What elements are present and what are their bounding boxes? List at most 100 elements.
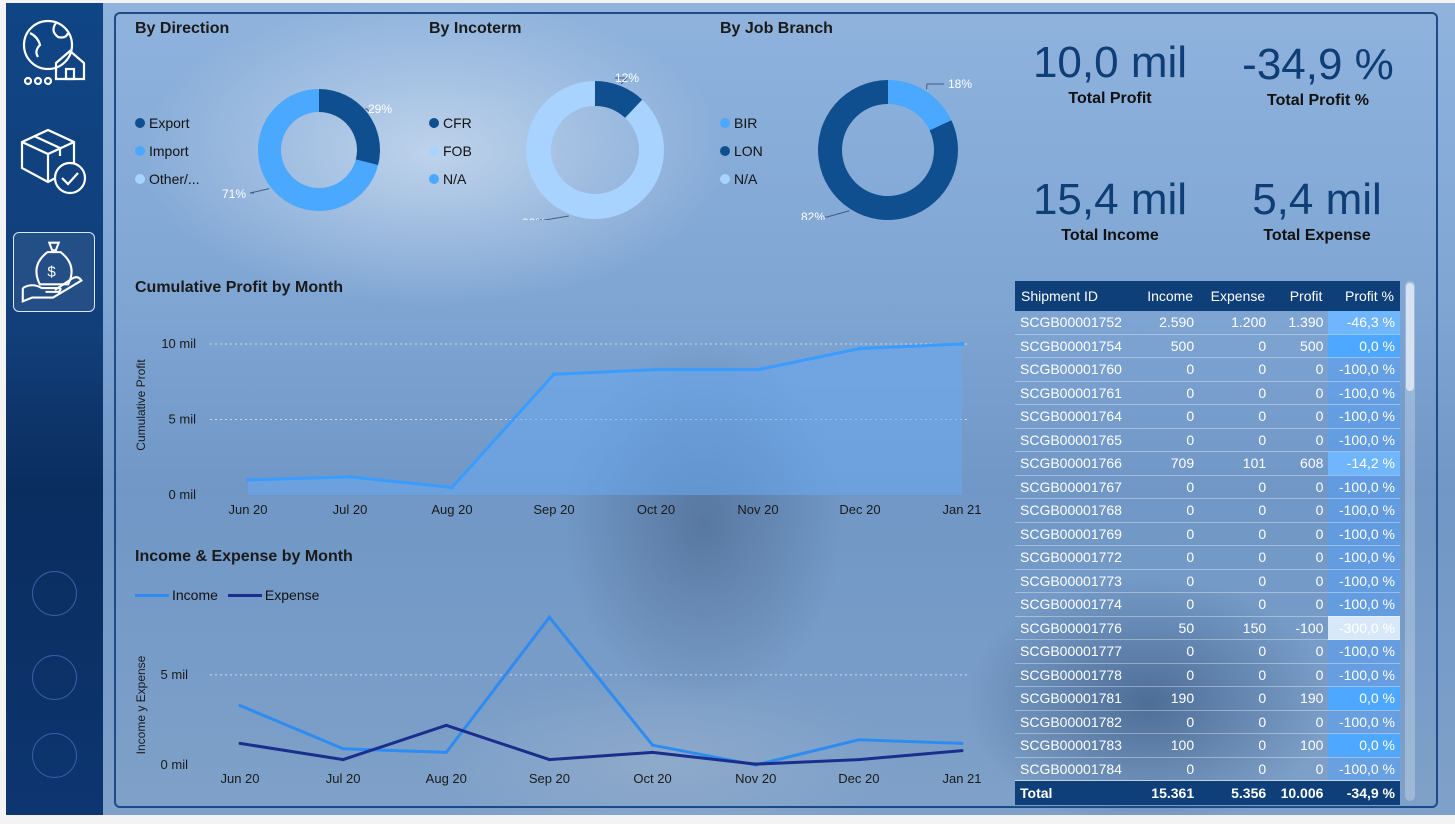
table-row[interactable]: SCGB00001782 0 0 0 -100,0 % [1015, 710, 1400, 734]
donut-slice-label: 29% [368, 102, 392, 116]
status-light-orange[interactable] [32, 571, 77, 616]
table-row[interactable]: SCGB00001783 100 0 100 0,0 % [1015, 733, 1400, 758]
table-cell: 0 [1136, 710, 1200, 734]
status-light-red[interactable] [32, 733, 77, 778]
series-point[interactable] [341, 747, 345, 751]
cumulative-point[interactable] [858, 346, 862, 351]
legend-item[interactable]: N/A [429, 165, 472, 193]
incoterm-donut-chart[interactable]: 12% 88% [480, 70, 690, 220]
branch-legend: BIR LON N/A [720, 109, 763, 193]
cumulative-area [248, 344, 962, 495]
table-cell: 100 [1136, 733, 1200, 758]
table-row[interactable]: SCGB00001778 0 0 0 -100,0 % [1015, 663, 1400, 687]
donut-slice[interactable] [526, 81, 664, 219]
legend-item[interactable]: Export [135, 109, 200, 137]
direction-title: By Direction [135, 20, 230, 37]
series-point[interactable] [238, 704, 242, 708]
table-row[interactable]: SCGB00001767 0 0 0 -100,0 % [1015, 475, 1400, 499]
nav-home-button[interactable] [13, 13, 93, 91]
legend-item[interactable]: BIR [720, 109, 763, 137]
table-cell: 0 [1136, 381, 1200, 405]
table-row[interactable]: SCGB00001773 0 0 0 -100,0 % [1015, 569, 1400, 593]
x-tick-label: Aug 20 [426, 771, 467, 786]
income-expense-chart[interactable]: 0 mil 5 mil Jun 20 Jul 20 Aug 20 Sep 20 Oct 20… [120, 610, 1010, 795]
cumulative-point[interactable] [960, 342, 964, 346]
legend-item[interactable]: Import [135, 137, 200, 165]
y-tick-label: 5 mil [161, 667, 189, 682]
table-cell: 0 [1271, 475, 1329, 499]
series-point[interactable] [444, 723, 448, 727]
legend-item[interactable]: LON [720, 137, 763, 165]
donut-slice-label: 12% [615, 71, 639, 85]
kpi-label: Total Expense [1263, 227, 1371, 244]
table-row[interactable]: SCGB00001768 0 0 0 -100,0 % [1015, 498, 1400, 523]
table-row[interactable]: SCGB00001777 0 0 0 -100,0 % [1015, 639, 1400, 664]
series-point[interactable] [960, 749, 964, 753]
donut-slice[interactable] [888, 80, 952, 131]
y-tick-label: 0 mil [161, 757, 189, 772]
series-point[interactable] [857, 738, 861, 742]
table-cell: -100,0 % [1328, 475, 1400, 499]
branch-donut-chart[interactable]: 18% 82% [772, 70, 982, 220]
column-header[interactable]: Income [1136, 281, 1200, 311]
table-cell: SCGB00001782 [1015, 710, 1137, 734]
table-row[interactable]: SCGB00001760 0 0 0 -100,0 % [1015, 357, 1400, 382]
cumulative-point[interactable] [450, 485, 454, 490]
series-point[interactable] [651, 743, 655, 747]
cumulative-point[interactable] [246, 477, 250, 482]
donut-slice[interactable] [595, 81, 643, 118]
legend-item-expense[interactable]: Expense [227, 581, 319, 609]
x-tick-label: Dec 20 [839, 502, 880, 517]
table-row[interactable]: SCGB00001769 0 0 0 -100,0 % [1015, 522, 1400, 546]
cumulative-point[interactable] [756, 367, 760, 372]
series-point[interactable] [960, 741, 964, 745]
donut-slice[interactable] [818, 80, 958, 220]
legend-item[interactable]: Other/... [135, 165, 200, 193]
table-row[interactable]: SCGB00001764 0 0 0 -100,0 % [1015, 404, 1400, 429]
table-cell: SCGB00001777 [1015, 639, 1137, 664]
status-light-green[interactable] [32, 655, 77, 700]
table-row[interactable]: SCGB00001766 709 101 608 -14,2 % [1015, 451, 1400, 476]
series-point[interactable] [444, 750, 448, 754]
table-row[interactable]: SCGB00001761 0 0 0 -100,0 % [1015, 381, 1400, 405]
table-scrollbar[interactable] [1405, 281, 1415, 801]
donut-slice[interactable] [319, 89, 380, 166]
column-header[interactable]: Expense [1199, 281, 1272, 311]
cumulative-point[interactable] [654, 367, 658, 372]
table-cell: SCGB00001760 [1015, 357, 1137, 382]
table-row[interactable]: SCGB00001776 50 150 -100 -300,0 % [1015, 616, 1400, 640]
nav-finance-button[interactable]: $ [13, 232, 95, 312]
scrollbar-thumb[interactable] [1406, 283, 1414, 391]
column-header[interactable]: Profit [1271, 281, 1329, 311]
series-point[interactable] [754, 762, 758, 766]
legend-item[interactable]: N/A [720, 165, 763, 193]
table-row[interactable]: SCGB00001765 0 0 0 -100,0 % [1015, 428, 1400, 452]
table-row[interactable]: SCGB00001772 0 0 0 -100,0 % [1015, 545, 1400, 570]
table-row[interactable]: SCGB00001784 0 0 0 -100,0 % [1015, 757, 1400, 781]
legend-item[interactable]: FOB [429, 137, 472, 165]
legend-item-income[interactable]: Income [135, 581, 218, 609]
donut-slice[interactable] [258, 89, 379, 211]
table-row[interactable]: SCGB00001774 0 0 0 -100,0 % [1015, 592, 1400, 617]
table-row[interactable]: SCGB00001754 500 0 500 0,0 % [1015, 334, 1400, 358]
series-point[interactable] [547, 758, 551, 762]
column-header[interactable]: Profit % [1328, 281, 1400, 311]
cumulative-profit-chart[interactable]: 0 mil 5 mil 10 mil Jun 20 Jul 20 Aug 20 Sep 20… [120, 305, 1010, 530]
table-cell: 0 [1136, 357, 1200, 382]
table-cell: 190 [1271, 686, 1329, 711]
series-point[interactable] [238, 741, 242, 745]
direction-donut-chart[interactable]: 29% 71% [210, 70, 420, 220]
series-point[interactable] [547, 615, 551, 619]
kpi-total-income: 15,4 mil Total Income [1020, 177, 1200, 245]
series-point[interactable] [341, 758, 345, 762]
series-point[interactable] [857, 758, 861, 762]
nav-shipments-button[interactable] [13, 120, 93, 198]
cumulative-point[interactable] [552, 372, 556, 377]
kpi-value: -34,9 % [1242, 40, 1394, 89]
table-row[interactable]: SCGB00001781 190 0 190 0,0 % [1015, 686, 1400, 711]
column-header[interactable]: Shipment ID [1015, 281, 1137, 311]
cumulative-point[interactable] [348, 474, 352, 479]
table-row[interactable]: SCGB00001752 2.590 1.200 1.390 -46,3 % [1015, 311, 1400, 335]
legend-item[interactable]: CFR [429, 109, 472, 137]
series-point[interactable] [651, 750, 655, 754]
